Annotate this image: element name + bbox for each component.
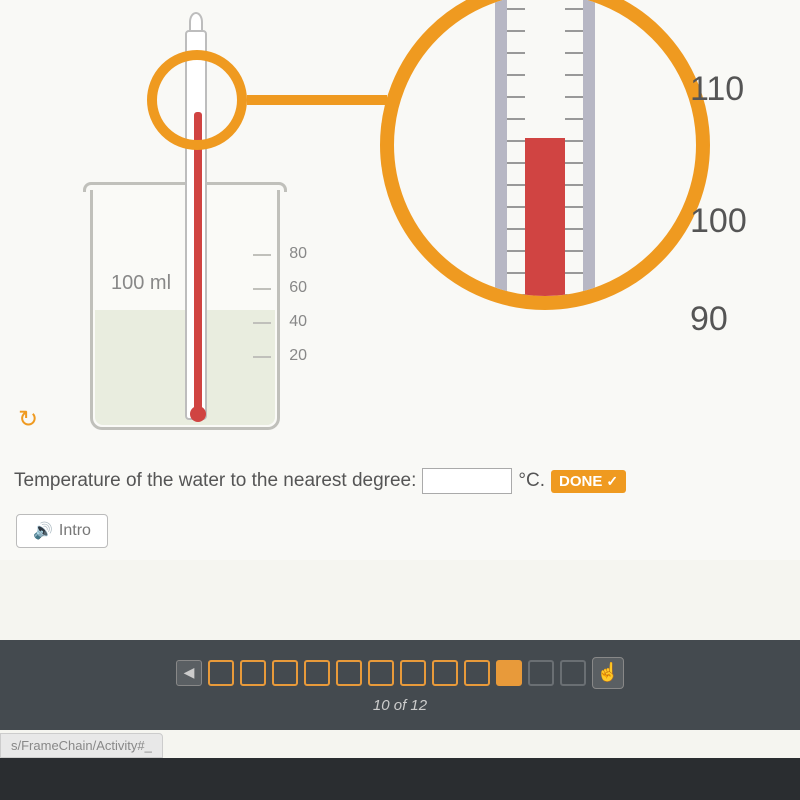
checkmark-icon: ✓ bbox=[606, 473, 618, 490]
nav-step-box[interactable] bbox=[336, 660, 362, 686]
zoom-tick bbox=[507, 52, 525, 54]
zoom-tick bbox=[565, 8, 583, 10]
zoom-tick bbox=[507, 272, 525, 274]
zoom-tick bbox=[565, 184, 583, 186]
zoom-fluid bbox=[525, 138, 565, 310]
zoom-tick bbox=[507, 74, 525, 76]
zoom-tick bbox=[507, 228, 525, 230]
nav-step-box[interactable] bbox=[432, 660, 458, 686]
answer-input[interactable] bbox=[422, 468, 512, 494]
nav-counter: 10 of 12 bbox=[373, 697, 427, 714]
beaker-volume-label: 100 ml bbox=[111, 272, 171, 295]
zoom-tick bbox=[507, 96, 525, 98]
zoom-tick bbox=[565, 140, 583, 142]
unit-label: °C. bbox=[518, 470, 545, 492]
nav-step-box[interactable] bbox=[464, 660, 490, 686]
nav-step-box[interactable] bbox=[400, 660, 426, 686]
beaker-mark-label: 80 bbox=[289, 245, 307, 263]
done-button[interactable]: DONE ✓ bbox=[551, 470, 626, 493]
zoom-tick bbox=[507, 8, 525, 10]
zoom-tick bbox=[565, 74, 583, 76]
speaker-icon: 🔊 bbox=[33, 521, 53, 541]
zoom-tick bbox=[507, 30, 525, 32]
nav-step-box[interactable] bbox=[496, 660, 522, 686]
beaker-mark bbox=[253, 254, 271, 256]
intro-button[interactable]: 🔊 Intro bbox=[16, 514, 108, 548]
diagram-area: ↻ 100 ml 80 60 40 20 bbox=[10, 10, 790, 460]
magnify-lens-large bbox=[380, 0, 710, 310]
zoom-tick bbox=[507, 250, 525, 252]
beaker-mark bbox=[253, 322, 271, 324]
nav-boxes: ◀ ☝ bbox=[176, 657, 624, 689]
zoom-tube-wall-left bbox=[495, 0, 507, 310]
done-label: DONE bbox=[559, 473, 602, 490]
nav-step-box[interactable] bbox=[368, 660, 394, 686]
zoom-tick bbox=[507, 140, 525, 142]
beaker-mark-label: 40 bbox=[289, 313, 307, 331]
main-content: ↻ 100 ml 80 60 40 20 bbox=[0, 0, 800, 560]
zoom-tick bbox=[565, 206, 583, 208]
zoom-tick bbox=[565, 272, 583, 274]
magnify-connector bbox=[247, 95, 387, 105]
nav-pointer-button[interactable]: ☝ bbox=[592, 657, 624, 689]
beaker-mark-label: 60 bbox=[289, 279, 307, 297]
zoom-tube bbox=[495, 0, 595, 310]
nav-step-box[interactable] bbox=[208, 660, 234, 686]
zoom-tick bbox=[565, 250, 583, 252]
nav-step-box[interactable] bbox=[272, 660, 298, 686]
thermometer-fluid bbox=[194, 112, 202, 414]
thermometer-top bbox=[189, 12, 203, 32]
nav-step-box bbox=[528, 660, 554, 686]
question-row: Temperature of the water to the nearest … bbox=[10, 460, 790, 502]
magnify-lens-small bbox=[147, 50, 247, 150]
zoom-scale-label: 100 bbox=[690, 202, 747, 241]
zoom-tick bbox=[565, 118, 583, 120]
nav-step-box[interactable] bbox=[304, 660, 330, 686]
zoom-tick bbox=[565, 294, 583, 296]
intro-label: Intro bbox=[59, 522, 91, 540]
zoom-tick bbox=[507, 184, 525, 186]
zoom-tick bbox=[565, 162, 583, 164]
zoom-tick bbox=[507, 118, 525, 120]
zoom-tick bbox=[507, 294, 525, 296]
reset-icon[interactable]: ↻ bbox=[18, 405, 46, 433]
zoom-tick bbox=[507, 206, 525, 208]
zoom-tick bbox=[565, 228, 583, 230]
zoom-tick bbox=[507, 162, 525, 164]
zoom-tick bbox=[565, 52, 583, 54]
thermometer-bulb bbox=[190, 406, 206, 422]
taskbar bbox=[0, 758, 800, 800]
zoom-tick bbox=[565, 30, 583, 32]
zoom-scale-label: 90 bbox=[690, 300, 728, 339]
question-prompt: Temperature of the water to the nearest … bbox=[14, 470, 416, 492]
nav-prev-button[interactable]: ◀ bbox=[176, 660, 202, 686]
beaker-mark bbox=[253, 288, 271, 290]
beaker-mark bbox=[253, 356, 271, 358]
beaker-mark-label: 20 bbox=[289, 347, 307, 365]
nav-step-box[interactable] bbox=[240, 660, 266, 686]
zoom-scale-label: 110 bbox=[690, 70, 744, 109]
zoom-tube-wall-right bbox=[583, 0, 595, 310]
navigation-bar: ◀ ☝ 10 of 12 bbox=[0, 640, 800, 730]
nav-step-box bbox=[560, 660, 586, 686]
zoom-tick bbox=[565, 96, 583, 98]
url-tooltip: s/FrameChain/Activity#_ bbox=[0, 733, 163, 758]
